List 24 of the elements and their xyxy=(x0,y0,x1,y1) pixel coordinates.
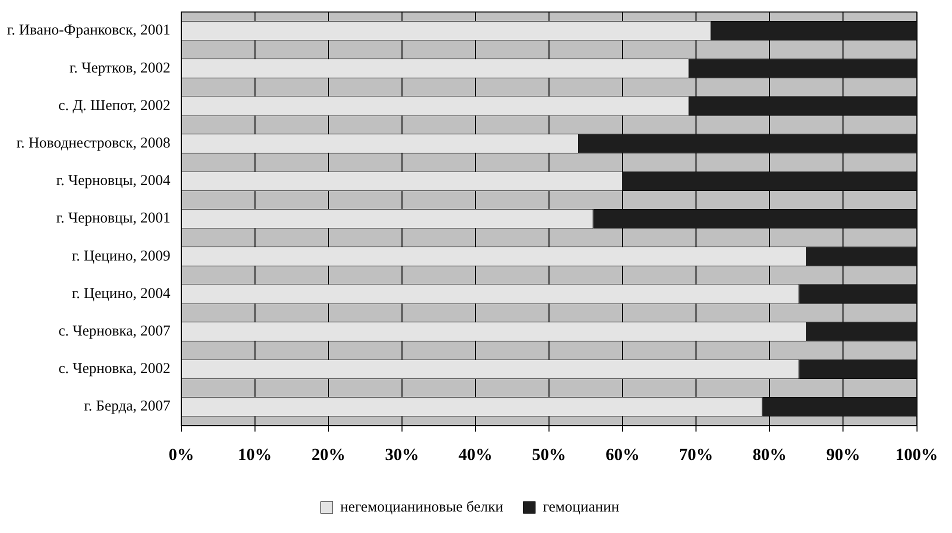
x-tick-label: 80% xyxy=(752,445,787,464)
x-tick-label: 30% xyxy=(384,445,419,464)
legend-label: негемоцианиновые белки xyxy=(340,499,504,516)
x-tick-label: 90% xyxy=(826,445,860,464)
x-tick-label: 60% xyxy=(606,445,640,464)
y-tick-label: г. Цецино, 2009 xyxy=(72,248,170,264)
y-tick-label: г. Чертков, 2002 xyxy=(70,60,170,76)
y-tick-label: с. Д. Шепот, 2002 xyxy=(58,98,170,114)
y-tick-label: г. Черновцы, 2001 xyxy=(56,210,170,227)
y-tick-label: г. Новоднестровск, 2008 xyxy=(16,136,170,152)
x-tick-label: 10% xyxy=(238,445,272,464)
legend-label: гемоцианин xyxy=(542,499,620,516)
y-tick-label: с. Черновка, 2007 xyxy=(58,324,171,340)
x-tick-label: 0% xyxy=(168,445,194,464)
x-tick-label: 40% xyxy=(458,445,493,464)
y-tick-label: г. Ивано-Франковск, 2001 xyxy=(7,22,170,39)
x-tick-label: 70% xyxy=(679,445,714,464)
y-tick-label: г. Цецино, 2004 xyxy=(72,286,171,302)
y-tick-label: с. Черновка, 2002 xyxy=(58,361,170,378)
y-tick-label: г. Черновцы, 2004 xyxy=(56,173,171,190)
y-tick-label: г. Берда, 2007 xyxy=(84,398,171,415)
x-tick-label: 50% xyxy=(532,445,566,464)
x-tick-label: 100% xyxy=(896,445,938,464)
x-tick-label: 20% xyxy=(311,445,346,464)
